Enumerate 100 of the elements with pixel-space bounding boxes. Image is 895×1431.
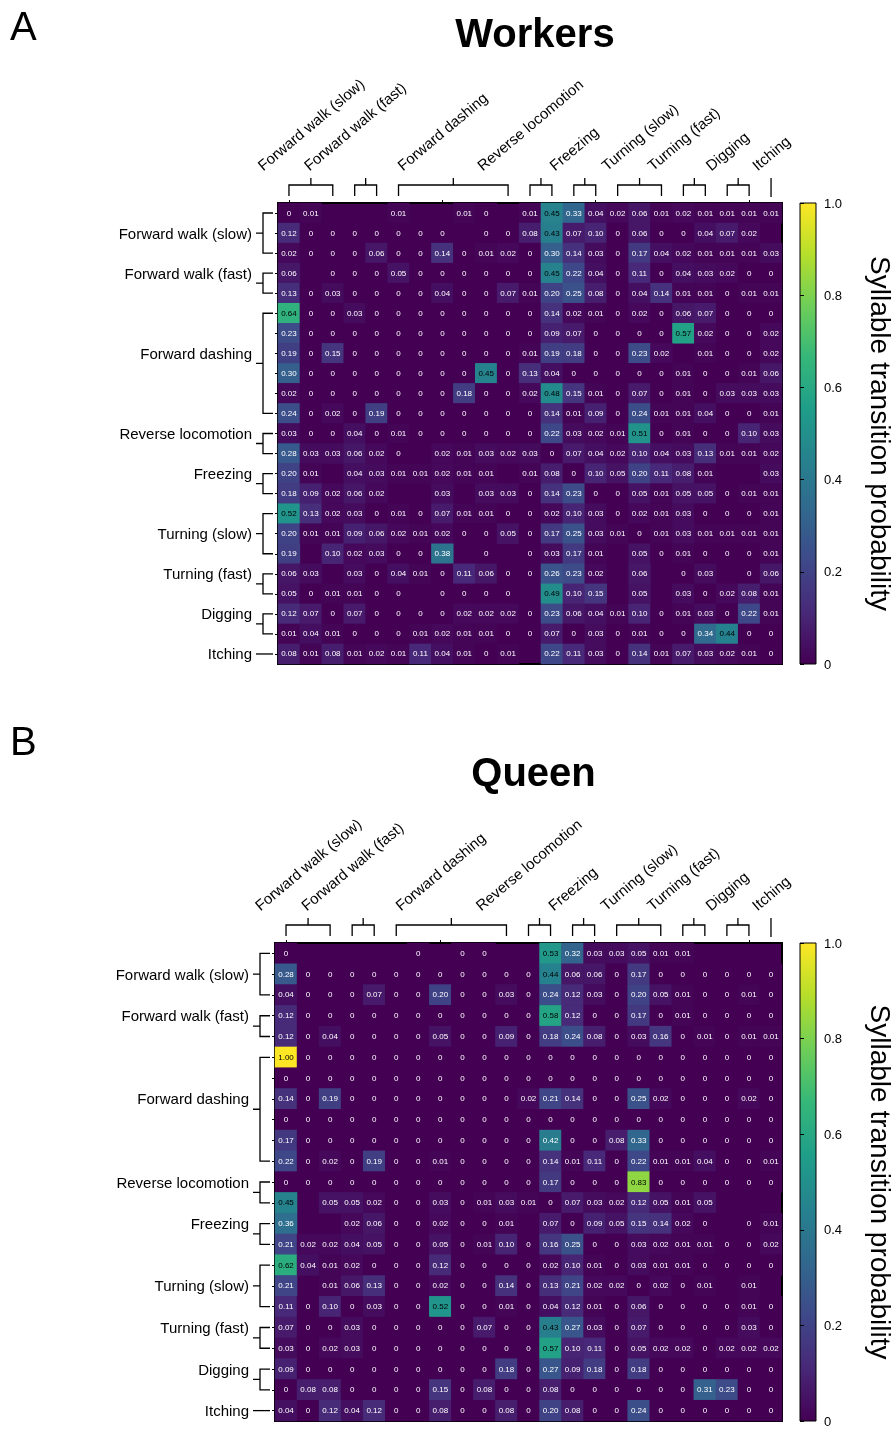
data-label: 0.05 [344, 1198, 361, 1208]
data-label: 0 [570, 1385, 576, 1395]
data-label: 0.18 [630, 1364, 648, 1374]
data-label: 0 [680, 1406, 686, 1416]
data-label: 0 [614, 1343, 620, 1353]
data-label: 0 [460, 948, 466, 958]
data-label: 0 [615, 228, 621, 238]
data-label: 0 [615, 629, 621, 639]
data-label: 0 [768, 649, 774, 659]
data-label: 0.14 [544, 408, 561, 418]
data-label: 0 [482, 1406, 488, 1416]
data-label: 0 [374, 308, 380, 318]
data-label: 0 [483, 388, 489, 398]
data-label: 0 [505, 629, 511, 639]
data-label: 0.09 [587, 408, 605, 418]
data-label: 0.01 [697, 1281, 714, 1291]
data-label: 0 [305, 1052, 311, 1062]
data-label: 0 [349, 1115, 355, 1125]
color-bar-label: 0.8 [824, 287, 843, 303]
data-label: 0.01 [763, 489, 780, 499]
data-label: 0 [330, 268, 336, 278]
data-label: 0.10 [741, 429, 758, 438]
data-label: 0.64 [281, 308, 298, 318]
data-label: 0.02 [322, 1239, 339, 1249]
data-label: 0 [746, 629, 752, 639]
data-label: 0 [746, 1406, 752, 1416]
data-label: 0.05 [630, 948, 648, 958]
data-label: 0.14 [434, 248, 451, 258]
data-label: 0.13 [522, 368, 539, 378]
data-label: 0 [658, 1322, 664, 1332]
data-label: 0 [659, 429, 665, 438]
data-label: 0.06 [564, 969, 581, 979]
data-label: 0 [286, 208, 292, 218]
data-label: 0 [681, 569, 687, 579]
data-label: 0.21 [542, 1094, 559, 1104]
data-label: 0 [702, 1322, 708, 1332]
data-label: 0 [548, 1198, 554, 1208]
data-label: 0 [615, 328, 621, 338]
data-label: 0 [768, 969, 774, 979]
data-label: 0.03 [544, 549, 561, 559]
data-label: 0 [418, 228, 424, 238]
data-label: 0.02 [368, 649, 385, 659]
data-label: 0 [680, 1032, 686, 1042]
data-label: 0.03 [763, 248, 780, 258]
data-label: 0.01 [675, 1011, 692, 1021]
data-label: 0.02 [675, 1343, 692, 1353]
data-label: 0.01 [322, 1260, 339, 1270]
data-label: 0.14 [542, 1156, 559, 1166]
data-label: 0.01 [719, 449, 736, 459]
data-label: 0.22 [741, 609, 758, 619]
data-label: 0.02 [478, 609, 495, 619]
data-label: 0 [394, 969, 400, 979]
data-label: 0 [724, 1406, 730, 1416]
data-label: 0.03 [498, 1198, 515, 1208]
data-label: 0.01 [763, 549, 780, 559]
data-label: 0.02 [652, 1094, 670, 1104]
data-label: 0 [658, 1364, 664, 1374]
data-label: 0 [374, 509, 380, 519]
data-label: 0 [615, 368, 621, 378]
data-label: 0.02 [434, 469, 451, 479]
data-label: 0 [483, 649, 489, 659]
data-label: 0 [352, 388, 358, 398]
data-label: 0 [680, 1177, 686, 1187]
data-label: 0 [327, 1011, 333, 1021]
data-label: 0 [526, 1281, 532, 1291]
data-label: 0 [438, 1011, 444, 1021]
data-label: 0 [418, 549, 424, 559]
data-label: 0.22 [544, 429, 561, 438]
data-label: 0 [352, 248, 358, 258]
color-bar-label: 0.6 [824, 1126, 843, 1142]
data-label: 0 [768, 1322, 774, 1332]
y-tick-label: Reverse locomotion [116, 1173, 249, 1191]
data-label: 0.01 [697, 348, 714, 358]
data-label: 0.05 [281, 589, 298, 599]
data-label: 0 [462, 368, 468, 378]
data-label: 0 [305, 1302, 311, 1312]
data-label: 0.06 [478, 569, 495, 579]
data-label: 0.02 [500, 609, 517, 619]
text: B [10, 719, 37, 763]
data-label: 0.18 [586, 1364, 603, 1374]
data-label: 0.04 [390, 569, 407, 579]
data-label: 0 [724, 1052, 730, 1062]
data-label: 0.25 [566, 288, 583, 298]
color-bar-label: 0.4 [824, 1222, 843, 1238]
data-label: 0 [349, 1385, 355, 1395]
data-label: 0.01 [322, 1281, 339, 1291]
data-label: 0.02 [520, 1094, 537, 1104]
data-label: 0.26 [544, 569, 561, 579]
data-label: 0 [418, 388, 424, 398]
data-label: 0.02 [763, 348, 780, 358]
data-label: 0.18 [281, 489, 298, 499]
data-label: 0 [614, 1322, 620, 1332]
data-label: 0.16 [542, 1239, 559, 1249]
data-label: 0.06 [346, 449, 364, 459]
data-label: 0.02 [741, 1343, 758, 1353]
data-label: 0 [724, 368, 730, 378]
data-label: 0 [615, 509, 621, 519]
data-label: 0.48 [544, 388, 561, 398]
data-label: 0.19 [281, 549, 298, 559]
data-label: 0 [460, 1115, 466, 1125]
